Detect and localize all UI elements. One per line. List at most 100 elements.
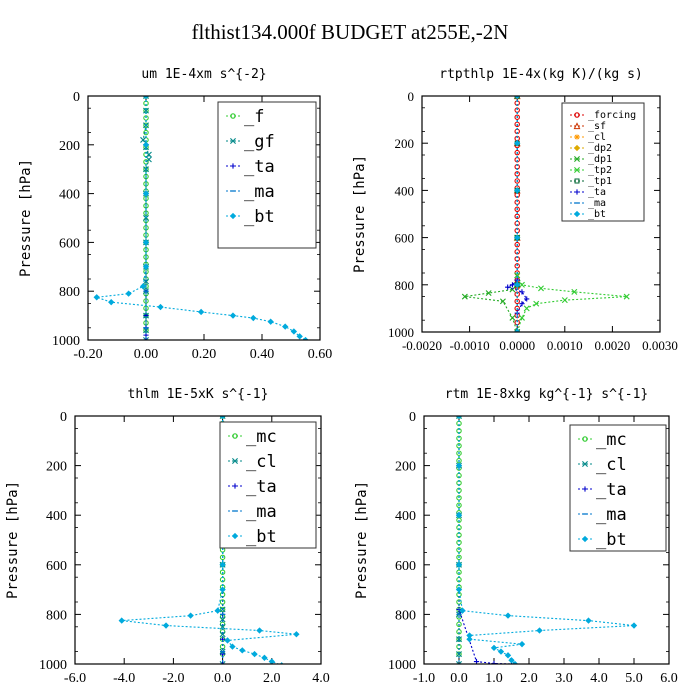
legend-label: _ma — [596, 505, 627, 525]
legend: _forcing_sf_cl_dp2_dp1_tp2_tp1_ta_ma_bt — [561, 102, 645, 222]
data-point — [630, 622, 638, 629]
plot-frame — [423, 415, 670, 665]
data-point — [224, 637, 231, 644]
data-point — [497, 648, 505, 655]
x-tick-label: 0.40 — [250, 347, 275, 362]
x-tick-label: 0.20 — [192, 347, 217, 362]
legend-label: _bt — [246, 527, 277, 547]
data-point — [282, 323, 289, 330]
x-tick-label: 1.0 — [485, 671, 503, 686]
data-point — [505, 284, 511, 290]
data-point — [571, 288, 578, 295]
x-tick-label: 6.0 — [660, 671, 678, 686]
data-point — [504, 612, 512, 619]
legend-marker — [574, 167, 580, 173]
data-point — [455, 512, 463, 519]
series-mc — [456, 416, 462, 657]
data-point — [536, 627, 543, 634]
data-point — [157, 303, 164, 311]
legend-label: _cl — [246, 452, 277, 472]
legend-box — [219, 421, 317, 549]
legend-label: _bt — [244, 207, 275, 227]
legend-label: _forcing — [588, 110, 636, 121]
data-point — [142, 96, 150, 100]
legend-marker — [230, 163, 236, 169]
y-tick-label: 800 — [46, 608, 67, 623]
data-point — [456, 621, 462, 628]
data-point — [524, 296, 530, 302]
data-point — [514, 272, 521, 279]
data-point — [459, 607, 466, 614]
legend: _f _gf _ta _ma _bt — [217, 101, 317, 249]
data-layer — [93, 96, 309, 340]
y-tick-label: 200 — [395, 136, 415, 151]
data-point — [523, 305, 530, 312]
x-tick-label: -0.0010 — [450, 338, 490, 353]
legend-label: _ta — [588, 187, 606, 198]
data-point — [485, 290, 492, 297]
y-axis-label: Pressure [hPa] — [354, 481, 370, 599]
data-point — [518, 314, 525, 321]
y-tick-label: 600 — [395, 231, 415, 246]
series-bt — [93, 96, 309, 340]
y-tick-label: 600 — [46, 559, 67, 574]
data-point — [585, 617, 592, 624]
data-point — [143, 337, 149, 340]
legend-label: _cl — [588, 132, 606, 143]
data-point — [143, 122, 149, 129]
data-point — [219, 416, 226, 420]
data-point — [219, 569, 226, 575]
x-tick-label: -4.0 — [113, 671, 135, 686]
legend-label: _tp1 — [588, 176, 612, 187]
data-point — [162, 622, 170, 629]
legend: _mc _cl _ta _ma _bt — [219, 421, 317, 549]
series-ta — [456, 416, 515, 664]
y-tick-label: 400 — [46, 509, 67, 524]
data-point — [514, 114, 520, 120]
data-point — [511, 660, 519, 664]
data-point — [456, 554, 462, 561]
data-point — [519, 289, 525, 295]
data-point — [499, 298, 506, 305]
legend-marker — [230, 138, 236, 144]
legend-marker — [574, 156, 580, 162]
y-tick-label: 1000 — [388, 325, 414, 340]
data-point — [514, 234, 521, 241]
chart-title: thlm 1E-5xK s^{-1} — [128, 387, 269, 402]
plot-frame — [74, 415, 322, 665]
legend-marker — [574, 134, 580, 140]
data-point — [219, 554, 226, 561]
series-dp1 — [461, 96, 521, 332]
data-point — [509, 286, 516, 293]
x-tick-label: 2.0 — [520, 671, 538, 686]
legend-marker — [232, 433, 238, 439]
x-tick-label: 0.60 — [308, 347, 333, 362]
legend-label: _ta — [246, 477, 277, 497]
y-tick-label: 800 — [395, 608, 416, 623]
data-point — [466, 636, 473, 643]
y-tick-label: 200 — [395, 460, 416, 475]
data-point — [514, 281, 521, 288]
data-point — [514, 149, 520, 156]
series-line — [458, 416, 512, 664]
x-tick-label: 4.0 — [312, 671, 330, 686]
legend-label: _ta — [244, 157, 275, 177]
x-tick-label: 0.0030 — [642, 338, 678, 353]
data-point — [538, 285, 544, 292]
y-tick-label: 1000 — [39, 658, 67, 673]
series-bt — [118, 416, 300, 664]
y-axis-label: Pressure [hPa] — [352, 155, 368, 273]
data-point — [490, 644, 498, 652]
legend-marker — [574, 189, 580, 195]
data-point — [455, 561, 463, 568]
data-point — [219, 623, 226, 630]
x-tick-label: 0.0010 — [547, 338, 583, 353]
legend-marker — [574, 178, 580, 184]
data-point — [145, 151, 152, 158]
data-point — [514, 298, 520, 305]
y-tick-label: 400 — [59, 188, 80, 203]
data-point — [219, 661, 226, 664]
y-tick-label: 600 — [395, 559, 416, 574]
series-line — [464, 96, 518, 332]
